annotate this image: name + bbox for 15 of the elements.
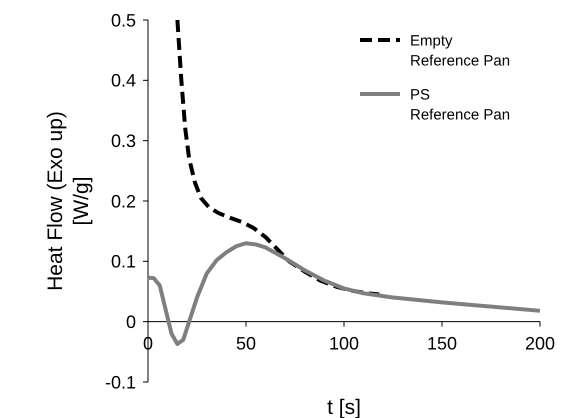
legend-label: Empty Reference Pan bbox=[410, 32, 510, 70]
x-tick-label: 100 bbox=[328, 334, 360, 354]
y-tick-label: 0.5 bbox=[110, 10, 136, 30]
y-axis-title: Heat Flow (Exo up) [W/g] bbox=[44, 111, 93, 291]
y-tick-label: 0.4 bbox=[110, 70, 136, 91]
y-tick-label: 0.2 bbox=[110, 191, 136, 212]
y-tick-label: 0 bbox=[126, 312, 136, 332]
x-tick-label: 50 bbox=[236, 334, 256, 354]
legend-label: PS Reference Pan bbox=[410, 86, 510, 124]
x-tick-label: 200 bbox=[524, 334, 556, 354]
x-tick-label: 150 bbox=[426, 334, 458, 354]
x-axis-title: t [s] bbox=[327, 396, 361, 418]
y-tick-label: -0.1 bbox=[104, 372, 136, 392]
y-tick-label: 0.3 bbox=[110, 130, 136, 151]
y-tick-label: 0.1 bbox=[110, 252, 136, 272]
